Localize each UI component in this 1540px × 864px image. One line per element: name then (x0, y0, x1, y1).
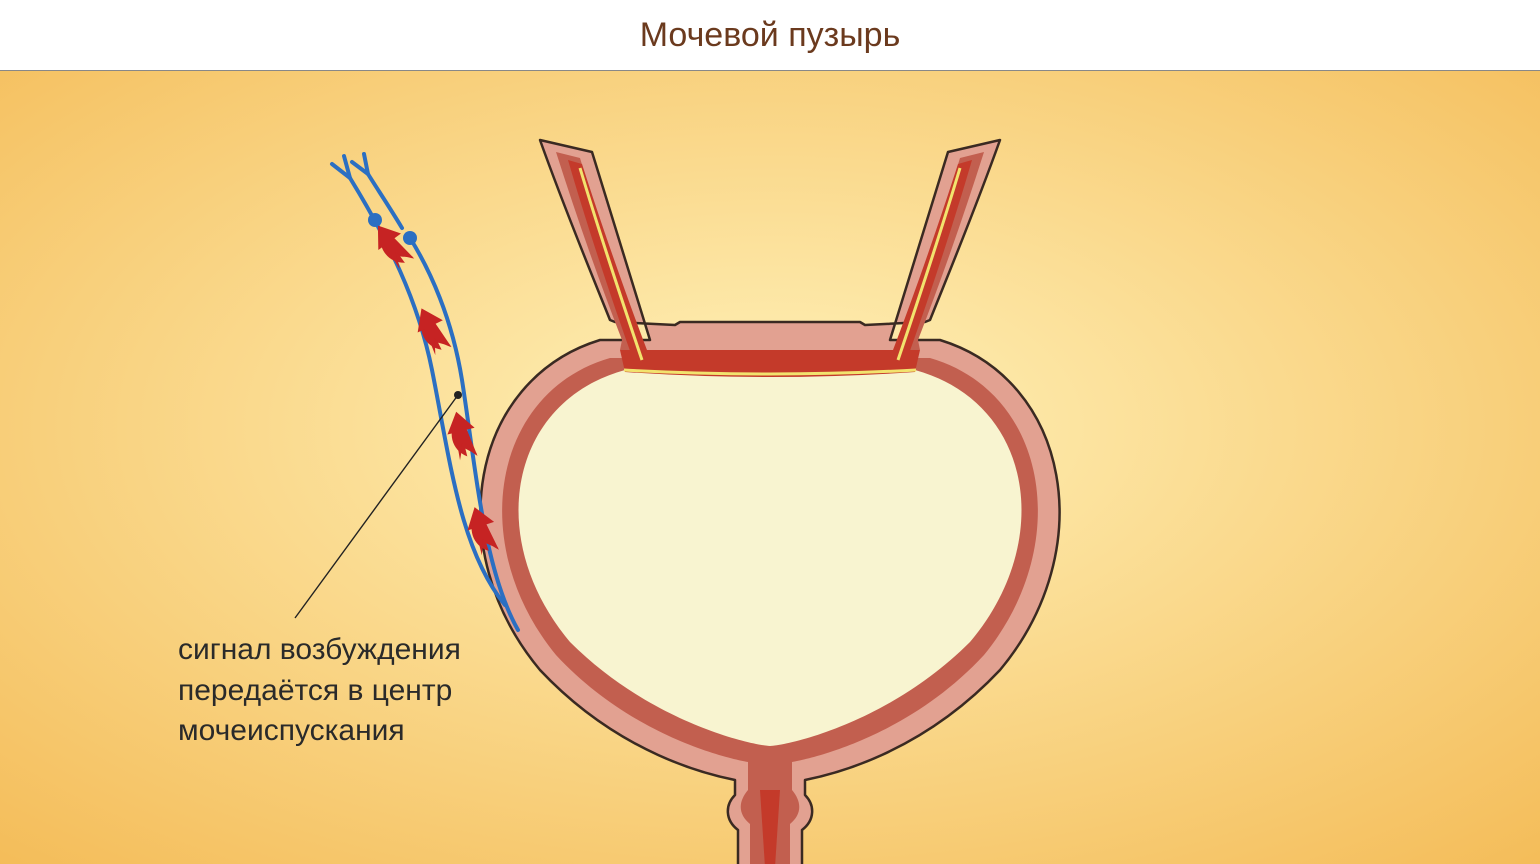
synapse-node-1 (403, 231, 417, 245)
title-bar: Мочевой пузырь (0, 0, 1540, 70)
diagram-canvas: сигнал возбуждения передаётся в центр мо… (0, 70, 1540, 864)
page-title: Мочевой пузырь (640, 16, 901, 55)
signal-annotation: сигнал возбуждения передаётся в центр мо… (178, 630, 461, 752)
synapse-node-2 (368, 213, 382, 227)
leader-dot (454, 391, 462, 399)
